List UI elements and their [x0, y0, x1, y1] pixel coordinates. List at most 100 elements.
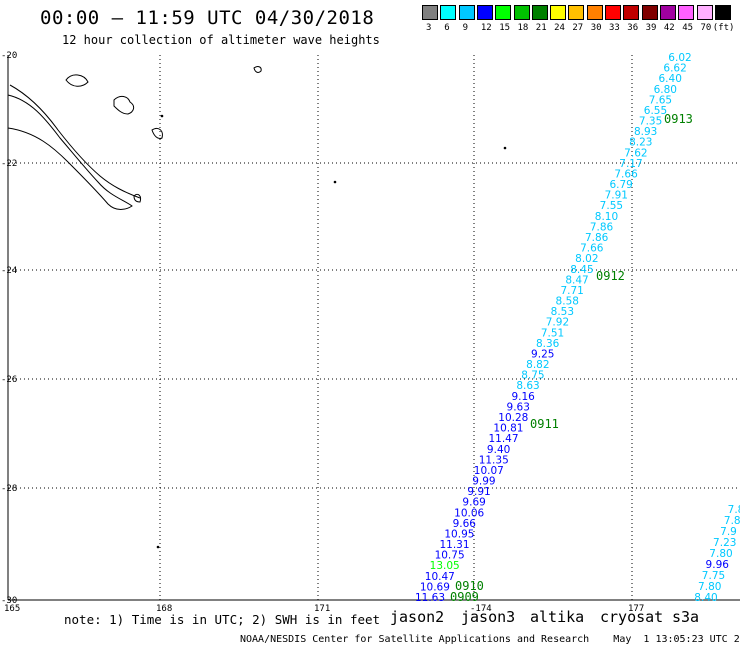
island-dot: [160, 114, 164, 118]
lon-label: -174: [470, 604, 492, 614]
legend-label: 70: [700, 23, 712, 33]
lon-label: 168: [156, 604, 172, 614]
legend-label: 36: [627, 23, 639, 33]
coastline: [253, 66, 262, 73]
wave-height-value: 7.66: [614, 168, 638, 180]
wave-height-value: 7.91: [605, 190, 628, 202]
legend-label: 6: [444, 23, 450, 33]
track-time-label: 0911: [530, 417, 559, 431]
legend-label: (ft): [712, 23, 735, 33]
legend-swatch: [605, 5, 621, 20]
legend-swatch: [458, 5, 475, 20]
wave-height-value: 9.66: [453, 518, 477, 530]
legend-label: 42: [663, 23, 675, 33]
wave-height-value: 8.93: [634, 126, 657, 138]
legend-label: 24: [554, 23, 565, 33]
legend-label: 45: [682, 23, 694, 33]
legend-label: 39: [645, 23, 657, 33]
legend-swatch: [586, 5, 603, 20]
legend-label: 27: [572, 23, 584, 33]
wave-height-value: 9.69: [462, 497, 485, 509]
legend-label: 9: [462, 23, 469, 33]
satellite-cryosat: cryosat: [600, 608, 664, 626]
credit-text: NOAA/NESDIS Center for Satellite Applica…: [240, 634, 590, 645]
wave-height-value: 8.58: [556, 296, 579, 308]
wave-height-value: 7.71: [560, 285, 583, 297]
wave-height-value: 9.63: [507, 401, 530, 413]
lat-label: -20: [1, 51, 17, 61]
legend-swatch: [513, 5, 530, 20]
wave-height-value: 11.35: [479, 454, 509, 466]
coastline: [113, 95, 135, 115]
wave-height-value: 7.86: [590, 221, 614, 233]
wave-height-value: 8.10: [595, 211, 618, 223]
wave-height-value: 13.05: [430, 560, 460, 572]
lon-label: 165: [4, 604, 20, 614]
map-title: 00:00 – 11:59 UTC 04/30/2018: [40, 7, 375, 29]
lat-label: -22: [1, 159, 17, 169]
legend-swatch: [568, 5, 585, 20]
wave-height-value: 8.23: [629, 137, 652, 149]
wave-height-value: 6.02: [668, 52, 691, 64]
wave-height-value: 10.28: [498, 412, 528, 424]
lat-label: -24: [1, 266, 17, 276]
wave-height-value: 7.75: [702, 570, 725, 582]
legend-swatch: [714, 5, 731, 20]
lat-label: -30: [1, 596, 17, 606]
wave-height-value: 10.81: [493, 423, 523, 435]
wave-height-value: 9.16: [511, 391, 535, 403]
wave-height-value: 10.06: [454, 507, 484, 519]
legend-swatch: [422, 5, 438, 20]
legend-label: 12: [480, 23, 492, 33]
wave-height-value: 7.80: [698, 581, 721, 593]
wave-height-value: 6.55: [644, 105, 667, 117]
wave-height-value: 7.8: [728, 504, 740, 516]
coastline: [7, 94, 133, 210]
credit-line: NOAA/NESDIS Center for Satellite Applica…: [240, 634, 740, 645]
wave-height-value: 7.8: [724, 515, 740, 527]
generated-timestamp: May 1 13:05:23 UTC 2018: [613, 634, 740, 645]
wave-height-value: 7.51: [541, 327, 564, 339]
wave-height-value: 8.40: [694, 592, 717, 604]
wave-height-value: 7.17: [619, 158, 642, 170]
wave-height-value: 7.35: [639, 116, 662, 128]
coastline: [151, 127, 163, 139]
track-time-label: 0910: [455, 579, 484, 593]
lat-label: -26: [1, 375, 17, 385]
wave-height-value: 11.31: [439, 539, 469, 551]
satellite-s3a: s3a: [672, 608, 700, 626]
lon-label: 171: [314, 604, 330, 614]
wave-height-value: 9.96: [706, 559, 730, 571]
coastline: [133, 193, 141, 203]
satellite-jason3: jason3: [461, 608, 516, 626]
legend-swatch: [476, 5, 493, 20]
island-dot: [156, 545, 160, 549]
legend-swatch: [531, 5, 548, 20]
wave-height-value: 8.47: [565, 274, 588, 286]
wave-height-value: 8.63: [516, 380, 539, 392]
wave-height-value: 8.82: [526, 359, 549, 371]
satellite-altika: altika: [530, 608, 585, 626]
wave-height-value: 10.95: [444, 528, 474, 540]
map-subtitle: 12 hour collection of altimeter wave hei…: [62, 33, 380, 47]
wave-height-value: 6.80: [654, 84, 677, 96]
legend-label: 18: [517, 23, 529, 33]
island-dot: [503, 146, 507, 150]
legend-label: 15: [499, 23, 511, 33]
coastline: [65, 74, 89, 87]
wave-height-value: 7.92: [546, 317, 569, 329]
wave-height-value: 6.79: [609, 179, 632, 191]
wave-height-value: 10.07: [474, 465, 504, 477]
wave-height-value: 8.53: [551, 306, 574, 318]
wave-height-value: 7.9: [720, 526, 737, 538]
wave-height-value: 6.40: [659, 73, 682, 85]
legend-label: 33: [609, 23, 620, 33]
legend-swatch: [678, 5, 695, 20]
wave-height-value: 7.80: [709, 548, 732, 560]
wave-height-value: 8.36: [536, 338, 560, 350]
legend-label: 21: [535, 23, 547, 33]
wave-height-value: 11.47: [488, 433, 518, 445]
wave-height-value: 8.75: [521, 370, 544, 382]
legend-swatch: [641, 5, 658, 20]
